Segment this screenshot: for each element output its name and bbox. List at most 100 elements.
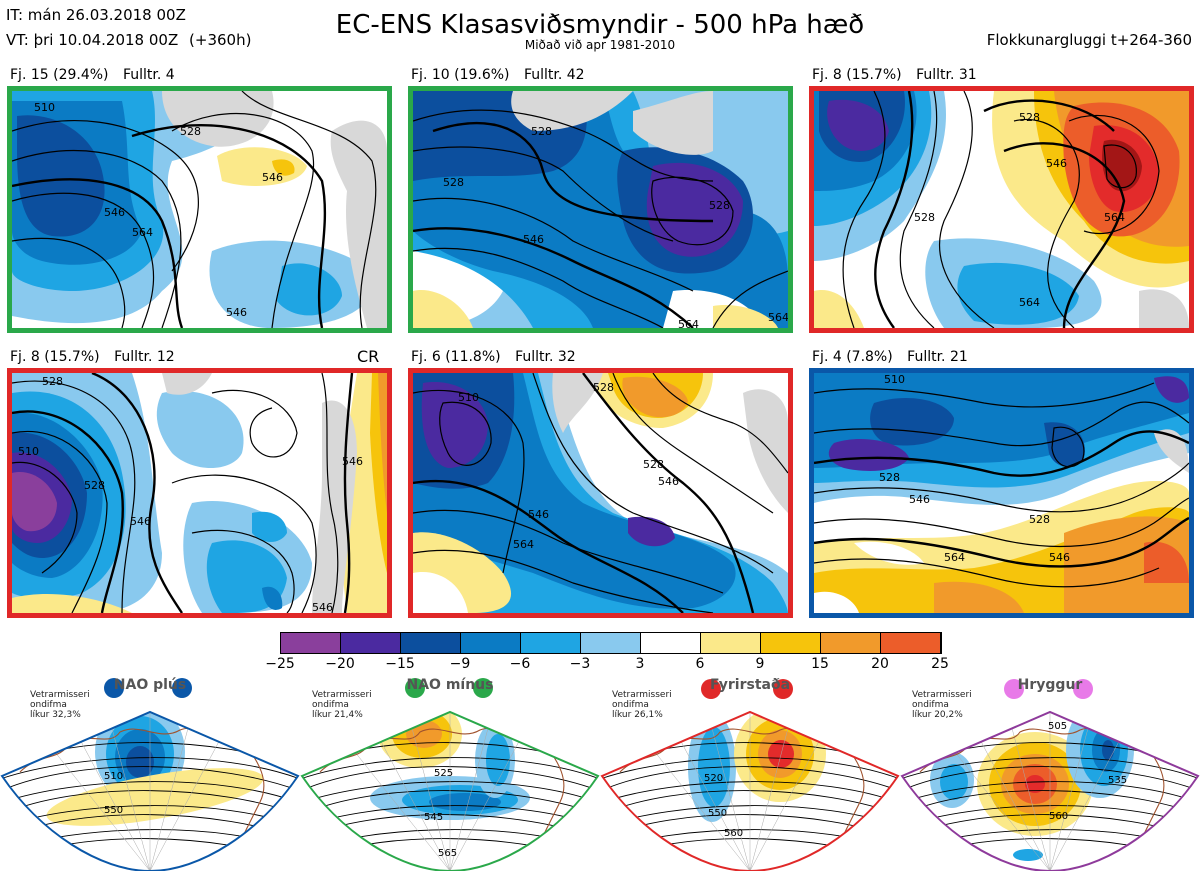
cluster-3-map: 528 546 528 564 564: [809, 86, 1194, 333]
regime-marker-dot: [701, 679, 721, 699]
cluster-3-contour-label: 564: [1104, 211, 1125, 224]
anomaly-shading: [46, 768, 264, 826]
cluster-1-label: Fj. 15 (29.4%) Fulltr. 4: [10, 67, 175, 83]
regime-note-line: Vetrarmisseri: [30, 690, 90, 700]
regime-note-line: ondifma: [612, 700, 649, 710]
cluster-1-contour-label: 546: [262, 171, 283, 184]
colorbar-bin: [761, 633, 821, 653]
regime-note-line: Vetrarmisseri: [912, 690, 972, 700]
cluster-6-rep: Fulltr. 21: [907, 349, 968, 365]
cluster-1-contour-label: 546: [104, 206, 125, 219]
colorbar-ticks: −25 −20 −15 −9 −6 −3 3 6 9 15 20 25: [265, 656, 949, 676]
cluster-6-label: Fj. 4 (7.8%) Fulltr. 21: [812, 349, 968, 365]
colorbar-tick-label: −20: [325, 656, 355, 672]
graticule-line: [1004, 712, 1051, 871]
regime-name: NAO mínus: [406, 677, 494, 693]
cluster-4-map-canvas: 528 510 528 546 546 546: [12, 373, 387, 613]
contour-label: 525: [434, 768, 453, 779]
colorbar-bin: [641, 633, 701, 653]
regime-probability-note: Vetrarmisseri ondifma líkur 26,1%: [612, 690, 672, 720]
regime-note-line: ondifma: [912, 700, 949, 710]
colorbar-bin: [821, 633, 881, 653]
cluster-3-label: Fj. 8 (15.7%) Fulltr. 31: [812, 67, 977, 83]
cluster-1-map-canvas: 510 528 546 564 546 546: [12, 91, 387, 328]
cluster-6-contour-label: 528: [879, 471, 900, 484]
graticule-line: [449, 712, 496, 871]
anomaly-shading: [1025, 775, 1045, 793]
colorbar-tick-label: 3: [635, 656, 645, 672]
cluster-1-contour-label: 510: [34, 101, 55, 114]
contour-label: 550: [708, 808, 727, 819]
colorbar-tick-label: 9: [755, 656, 765, 672]
regime-ridge: 505 535 560 Hryggur Vetrarmisseri ondifma líku…: [900, 672, 1200, 871]
contour-label: 510: [104, 771, 123, 782]
contour-label: 550: [104, 805, 123, 816]
cluster-4-contour-label: 528: [42, 375, 63, 388]
valid-time-text: VT: þri 10.04.2018 00Z: [6, 31, 179, 49]
cluster-2-contour-label: 528: [531, 125, 552, 138]
cluster-5-map: 510 528 546 564 528 546: [408, 368, 793, 618]
regime-note-line: líkur 26,1%: [612, 710, 663, 720]
colorbar-tick-label: 6: [695, 656, 705, 672]
colorbar-bin: [701, 633, 761, 653]
cluster-6-contour-label: 528: [1029, 513, 1050, 526]
cluster-1-contour-label: 546: [226, 306, 247, 319]
cluster-6-contour-label: 510: [884, 373, 905, 386]
cluster-1-contours: [12, 91, 377, 328]
cluster-3-contour-label: 528: [914, 211, 935, 224]
contour-label: 545: [424, 812, 443, 823]
cluster-5-size: Fj. 6 (11.8%): [411, 349, 501, 365]
cluster-2-rep: Fulltr. 42: [523, 67, 585, 83]
cluster-6-contour-label: 546: [909, 493, 930, 506]
cluster-2-contour-label: 564: [768, 311, 788, 324]
regime-probability-note: Vetrarmisseri ondifma líkur 32,3%: [30, 690, 90, 720]
cluster-3-contour-label: 528: [1019, 111, 1040, 124]
cluster-6-contour-label: 564: [944, 551, 965, 564]
cluster-6-size: Fj. 4 (7.8%): [812, 349, 893, 365]
regime-note-line: ondifma: [312, 700, 349, 710]
regime-map: 525 545 565: [300, 710, 600, 871]
cluster-3-rep: Fulltr. 31: [916, 67, 977, 83]
cluster-4-rep: Fulltr. 12: [114, 349, 175, 365]
cluster-1-contour-label: 564: [132, 226, 153, 239]
cluster-5-contour-label: 546: [528, 508, 549, 521]
graticule-line: [749, 712, 796, 871]
graticule-line: [104, 712, 151, 871]
anomaly-shading: [486, 734, 510, 786]
cluster-4-label: Fj. 8 (15.7%) Fulltr. 12: [10, 349, 175, 365]
colorbar-tick-label: −9: [449, 656, 471, 672]
colorbar-bin: [461, 633, 521, 653]
colorbar-bin: [401, 633, 461, 653]
cluster-1-contour-label: 528: [180, 125, 201, 138]
cluster-1-rep: Fulltr. 4: [122, 67, 175, 83]
cluster-1-size: Fj. 15 (29.4%): [10, 67, 109, 83]
colorbar-tick-label: −25: [265, 656, 295, 672]
regime-note-line: líkur 20,2%: [912, 710, 963, 720]
anomaly-shading: [126, 746, 154, 778]
cluster-1-map: 510 528 546 564 546 546: [7, 86, 392, 333]
regime-map: 505 535 560: [900, 710, 1200, 871]
cluster-2-map: 528 528 528 546 564 564: [408, 86, 793, 333]
cluster-2-contour-label: 564: [678, 318, 699, 328]
regime-nao-plus: 510 550 NAO plús Vetrarmisseri ondifma líkur …: [0, 672, 300, 871]
regime-name: NAO plús: [113, 677, 187, 693]
regime-note-line: líkur 32,3%: [30, 710, 81, 720]
colorbar-tick-label: −6: [509, 656, 531, 672]
colorbar-bin: [341, 633, 401, 653]
regime-name: Hryggur: [1017, 677, 1083, 693]
cluster-3-contour-label: 546: [1046, 157, 1067, 170]
cluster-5-contour-label: 546: [658, 475, 679, 488]
regime-note-line: líkur 21,4%: [312, 710, 363, 720]
cluster-2-size: Fj. 10 (19.6%): [411, 67, 510, 83]
graticule-line: [704, 712, 751, 871]
colorbar-bin: [281, 633, 341, 653]
contour-label: 535: [1108, 775, 1127, 786]
colorbar-tick-label: −15: [385, 656, 415, 672]
regime-nao-minus: 525 545 565 NAO mínus Vetrarmisseri ondifma lí…: [300, 672, 600, 871]
regime-marker-dot: [473, 678, 493, 698]
cluster-3-size: Fj. 8 (15.7%): [812, 67, 902, 83]
valid-time: VT: þri 10.04.2018 00Z (+360h): [6, 31, 251, 49]
cluster-5-contour-label: 510: [458, 391, 479, 404]
colorbar-bin: [581, 633, 641, 653]
cluster-3-map-canvas: 528 546 528 564 564: [814, 91, 1189, 328]
